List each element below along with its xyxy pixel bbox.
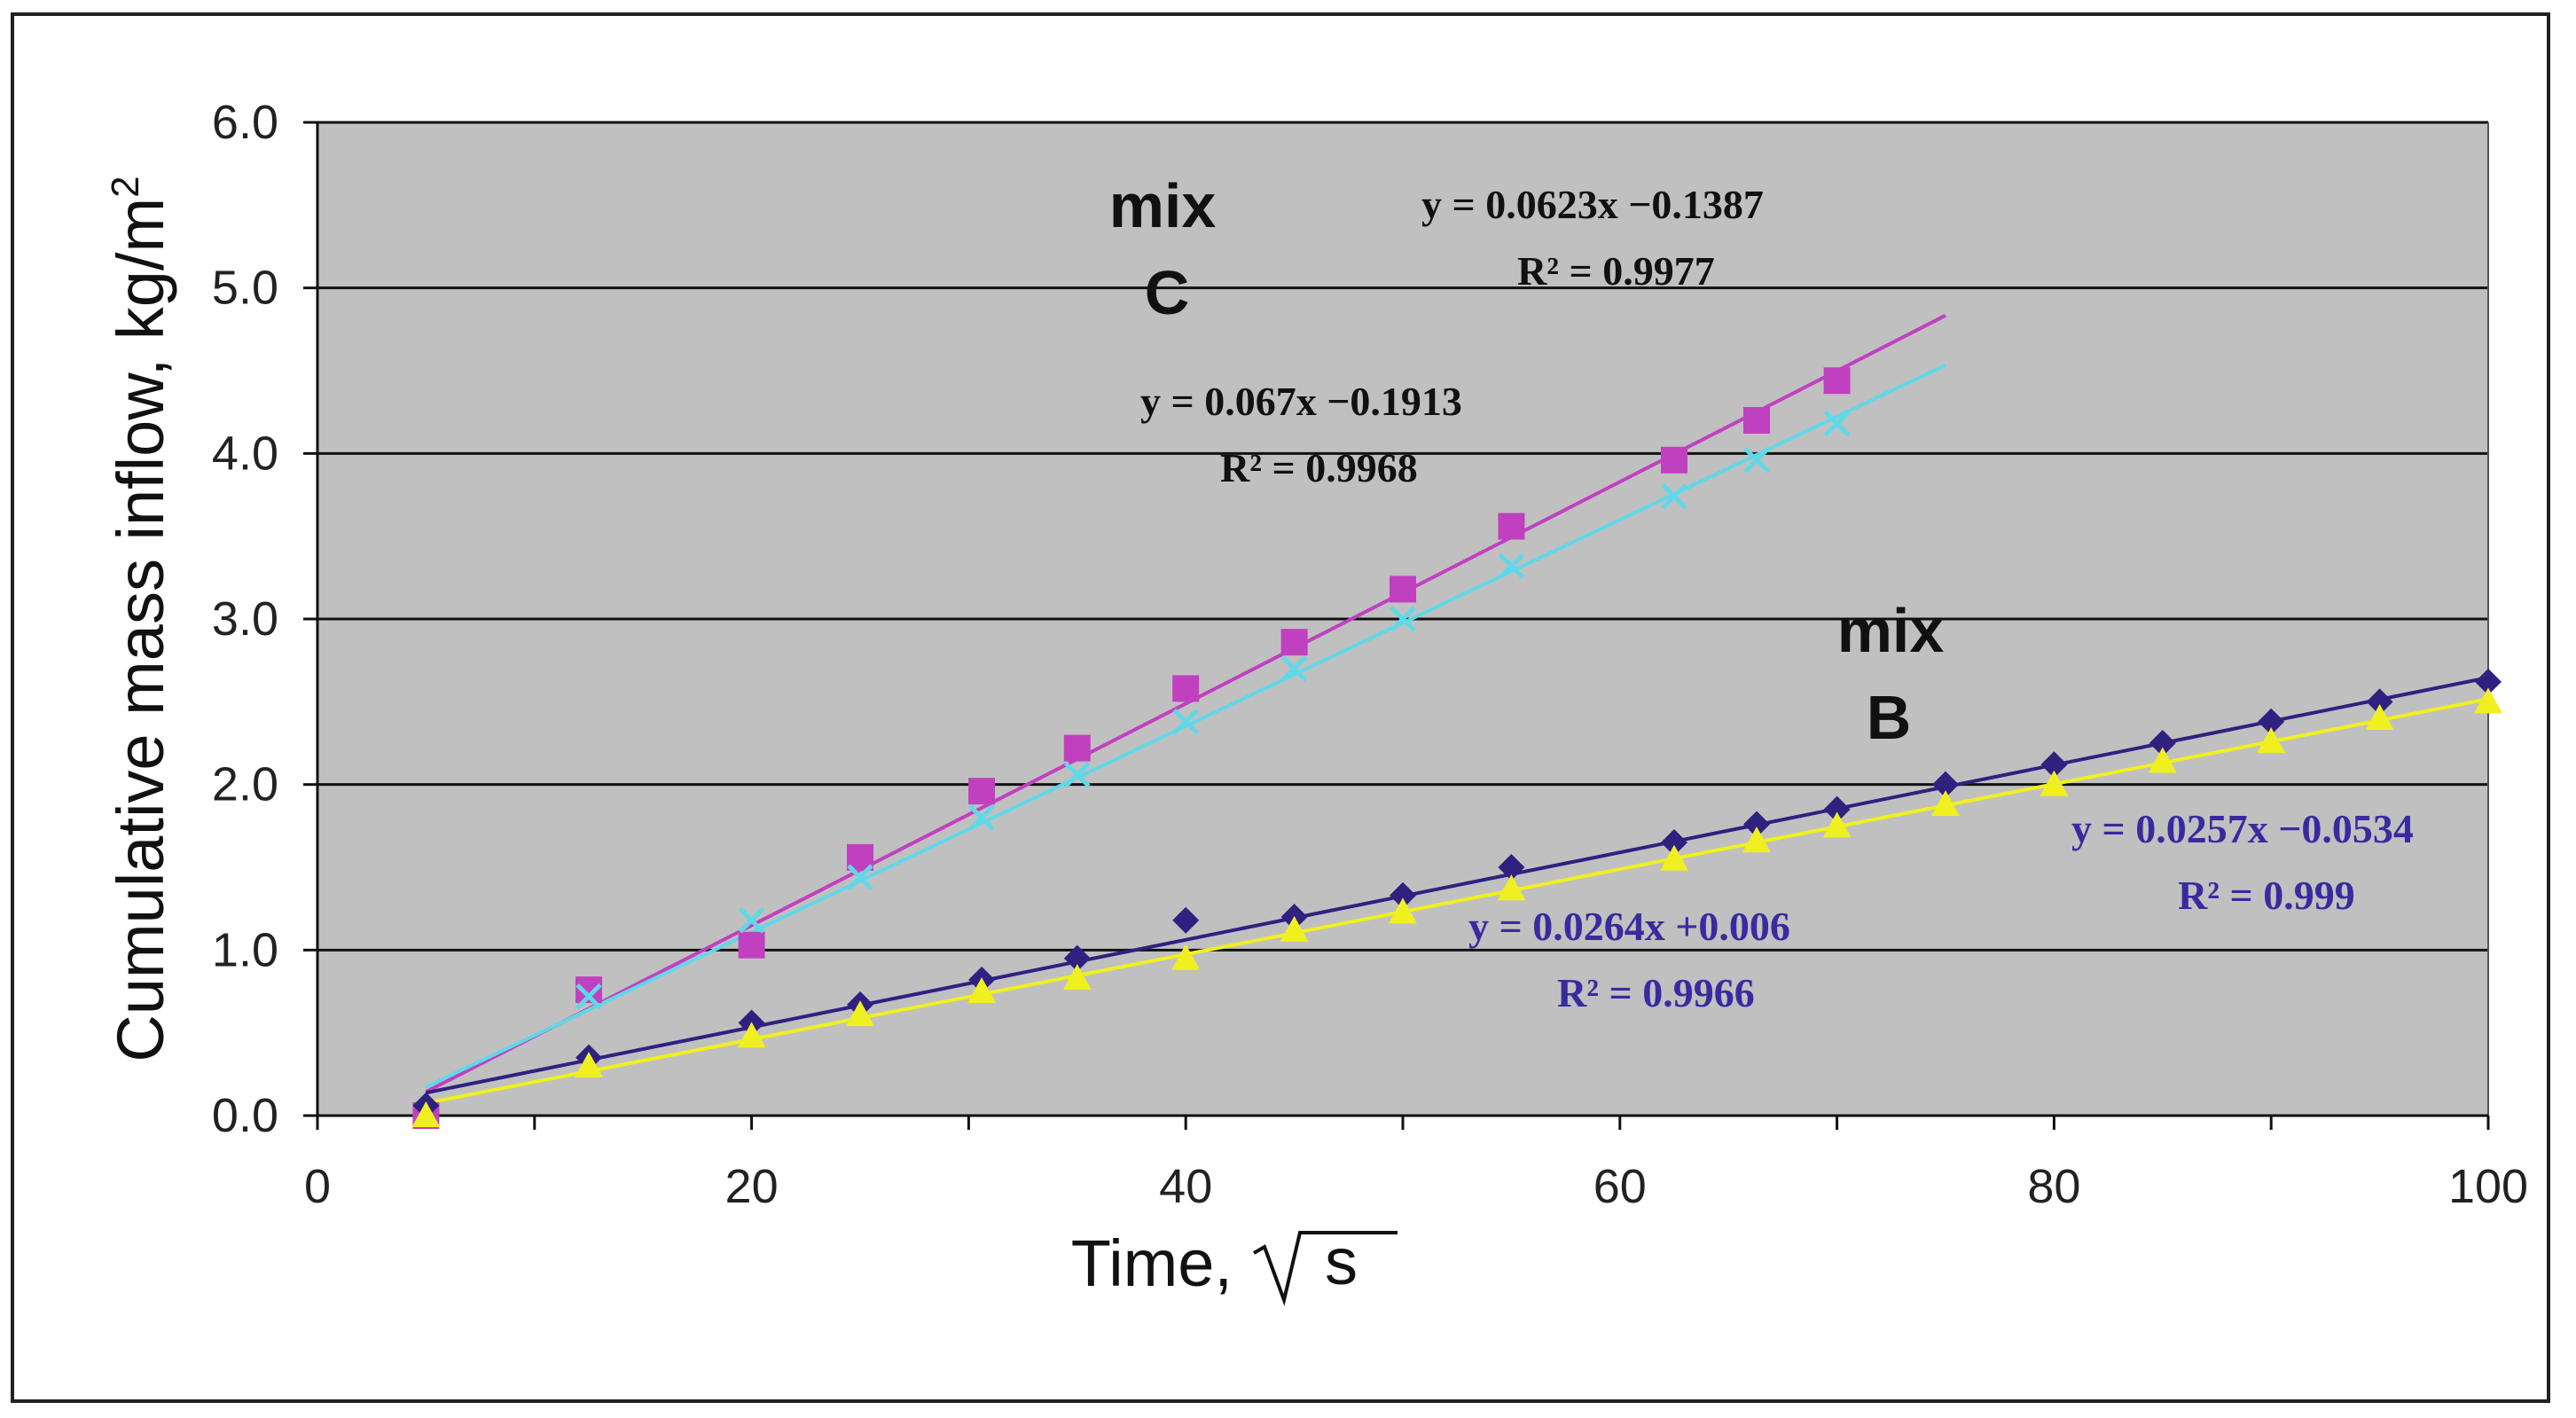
mix-b-label: mix [1837,596,1945,665]
mix-b-letter: B [1867,683,1912,752]
data-point-series-1 [1390,606,1416,632]
data-point-series-0 [1661,446,1687,474]
data-point-series-1 [847,864,873,890]
data-point-series-3 [1062,964,1092,991]
r2-mix-b-triangles: R² = 0.999 [2178,873,2355,918]
x-axis-title-text: Time, [1071,1226,1233,1300]
x-tick-label: 60 [1593,1160,1647,1213]
trendline-series-1 [425,363,1946,1089]
y-axis-title-superscript: 2 [104,176,147,197]
x-tick-label: 20 [725,1160,779,1213]
data-point-series-1 [968,804,995,831]
r2-mix-c-crosses: R² = 0.9977 [1517,248,1715,294]
data-point-series-2 [2475,668,2502,695]
y-axis-title: Cumulative mass inflow, kg/m2 [104,176,177,1062]
data-point-series-3 [1280,915,1309,942]
y-tick-label: 6.0 [212,96,278,149]
y-tick-label: 1.0 [212,923,278,976]
data-point-series-1 [1172,708,1199,735]
data-point-series-3 [575,1052,603,1077]
data-point-series-3 [1822,811,1852,838]
data-point-series-0 [1172,675,1200,702]
data-point-series-1 [1661,483,1687,510]
data-point-series-2 [2258,708,2285,735]
y-tick-label: 4.0 [212,427,278,480]
data-point-series-3 [967,977,997,1003]
data-point-series-2 [1390,881,1416,909]
x-tick-label: 80 [2027,1160,2080,1213]
data-point-series-0 [1063,734,1091,762]
trendline-series-3 [426,697,2489,1105]
axes [303,121,2490,1130]
data-point-series-3 [2148,747,2177,773]
data-point-series-2 [1498,854,1525,881]
data-point-series-1 [738,906,765,934]
data-point-series-2 [1743,811,1771,838]
data-point-series-1 [575,983,602,1010]
trendline-series-2 [426,676,2489,1095]
data-point-series-2 [2040,751,2068,779]
y-axis-title-text: Cumulative mass inflow, kg/m [104,198,177,1062]
data-point-series-2 [1932,771,1959,798]
data-point-series-3 [1742,827,1772,853]
trendline-series-0 [425,313,1946,1093]
data-point-series-1 [1280,655,1308,682]
x-tick-label: 40 [1159,1160,1212,1213]
data-point-series-3 [737,1022,766,1048]
data-point-series-3 [1931,790,1960,817]
equation-mix-b-diamonds: y = 0.0264x +0.006 [1468,904,1790,949]
equation-mix-c-squares: y = 0.067x −0.1913 [1140,379,1462,424]
y-tick-label: 3.0 [212,592,278,646]
data-point-series-2 [2366,688,2393,716]
equation-mix-b-triangles: y = 0.0257x −0.0534 [2071,806,2414,851]
chart-frame: 0.0 1.0 2.0 3.0 4.0 5.0 6.0 0 20 40 60 80 100 mix C … [11,12,2550,1403]
mix-c-letter: C [1145,258,1190,327]
data-point-series-3 [1497,874,1526,901]
data-point-series-0 [968,778,996,805]
data-point-series-3 [411,1101,441,1127]
data-point-series-3 [2365,704,2394,730]
data-point-series-0 [1823,367,1851,395]
data-point-series-0 [1390,576,1416,603]
y-tick-label: 2.0 [212,758,278,811]
data-point-series-3 [1389,897,1417,924]
x-axis-title-unit: s [1325,1225,1358,1298]
x-tick-label: 100 [2448,1160,2528,1213]
trendlines [425,313,2489,1105]
x-tick-label: 0 [304,1160,331,1213]
data-point-series-2 [1661,829,1687,856]
r2-mix-b-diamonds: R² = 0.9966 [1557,970,1755,1015]
data-point-series-3 [846,1000,874,1027]
data-point-series-0 [1743,407,1771,434]
data-point-series-0 [1498,513,1525,540]
data-point-series-3 [2474,687,2502,714]
chart-svg: 0.01.02.03.04.05.06.00 20 40 60 80 100 mix C … [104,96,2528,1306]
equation-mix-c-crosses: y = 0.0623x −0.1387 [1421,182,1764,227]
data-point-series-1 [1498,552,1525,580]
r2-mix-c-squares: R² = 0.9968 [1220,445,1418,490]
data-point-series-3 [1660,844,1688,871]
tick-labels: 0.0 1.0 2.0 3.0 4.0 5.0 6.0 0 20 40 60 80 100 [212,96,2528,1213]
data-point-series-3 [2040,770,2069,796]
y-tick-label: 5.0 [212,262,278,315]
mix-c-label: mix [1109,171,1217,240]
data-point-series-1 [1823,410,1851,437]
data-point-series-3 [2257,727,2286,754]
sqrt-symbol [1252,1231,1398,1306]
data-point-series-3 [1171,944,1201,970]
data-point-series-2 [2149,730,2176,756]
y-tick-label: 0.0 [212,1089,278,1142]
data-point-series-1 [1743,447,1770,474]
data-markers [411,367,2502,1129]
data-point-series-2 [1063,944,1091,972]
data-point-series-0 [738,931,765,959]
data-point-series-0 [1280,629,1308,656]
data-point-series-2 [1823,795,1851,823]
data-point-series-1 [1064,761,1091,788]
